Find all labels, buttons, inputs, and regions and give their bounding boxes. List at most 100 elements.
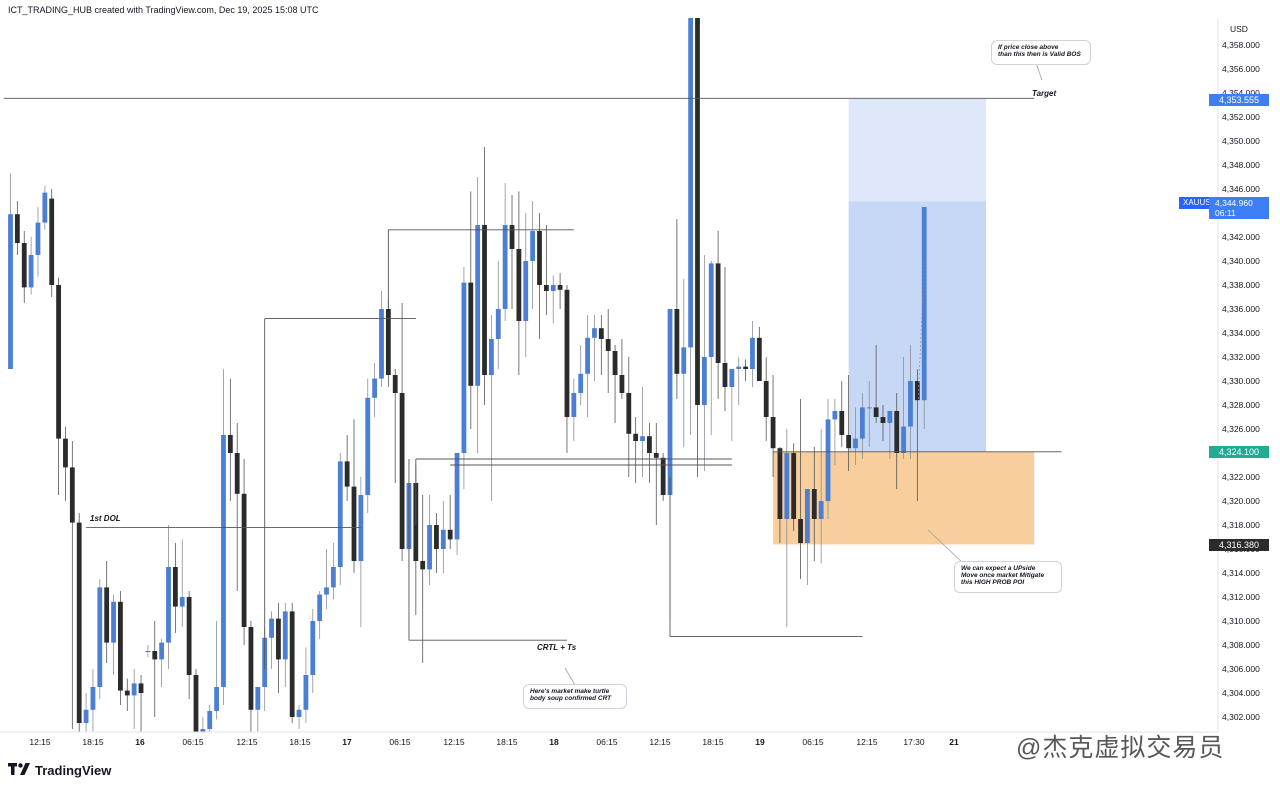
candle (832, 399, 838, 465)
price-tick-label: 4,326.000 (1222, 424, 1260, 434)
candle-body (186, 597, 192, 675)
candle (427, 495, 432, 585)
candle-body (282, 611, 288, 660)
time-tick-label: 18:15 (702, 737, 724, 747)
candle (454, 453, 460, 555)
price-tick-label: 4,310.000 (1222, 616, 1260, 626)
price-tick-label: 4,306.000 (1222, 664, 1260, 674)
candle-body (358, 495, 364, 561)
candle-body (777, 448, 783, 519)
candle (784, 429, 790, 627)
price-tick-label: 4,334.000 (1222, 328, 1260, 338)
candle (392, 369, 398, 483)
candle (873, 345, 879, 423)
candle (585, 315, 590, 417)
candle (56, 277, 61, 495)
tradingview-brand[interactable]: TradingView (8, 763, 111, 778)
candle (330, 543, 336, 600)
target-zone-rect[interactable] (848, 98, 987, 202)
candle (914, 369, 920, 501)
candle (124, 678, 130, 711)
candle-body (908, 381, 913, 427)
candle-body (303, 675, 309, 710)
candle-body (550, 285, 556, 291)
price-tick-label: 4,302.000 (1222, 712, 1260, 722)
time-tick-label: 06:15 (182, 737, 204, 747)
candle (35, 207, 41, 277)
candle-body (880, 417, 886, 423)
candle (777, 447, 783, 543)
candle (152, 621, 158, 717)
candle-body (434, 525, 439, 549)
candle (172, 543, 178, 633)
candle-body (447, 529, 453, 540)
candle (317, 591, 323, 639)
price-tick-label: 4,304.000 (1222, 688, 1260, 698)
candle (372, 363, 378, 417)
candle (839, 381, 845, 447)
candle (42, 185, 48, 230)
time-tick-label: 06:15 (389, 737, 411, 747)
price-tick-label: 4,320.000 (1222, 496, 1260, 506)
poi-note[interactable]: We can expect a UPside Move once market … (954, 561, 1062, 593)
candle-body (289, 611, 295, 717)
price-tick-label: 4,308.000 (1222, 640, 1260, 650)
bos-note[interactable]: If price close above than this then is V… (991, 40, 1091, 65)
target-label: Target (1032, 89, 1057, 98)
price-tick-label: 4,348.000 (1222, 160, 1260, 170)
candle-body (385, 309, 391, 375)
price-tick-label: 4,332.000 (1222, 352, 1260, 362)
candle-body (172, 567, 178, 607)
candle (193, 669, 199, 732)
time-tick-label: 18:15 (82, 737, 104, 747)
candle (434, 513, 439, 573)
chart-header: ICT_TRADING_HUB created with TradingView… (8, 5, 319, 15)
candle-body (612, 351, 618, 375)
candle (159, 639, 165, 687)
candle-body (633, 433, 639, 441)
time-tick-label: 12:15 (236, 737, 258, 747)
candle (90, 669, 96, 732)
candle-body (8, 214, 13, 369)
price-tick-label: 4,322.000 (1222, 472, 1260, 482)
candle-body (798, 519, 803, 543)
candle-body (97, 587, 103, 687)
time-tick-label: 06:15 (802, 737, 824, 747)
candle-body (914, 381, 920, 401)
turtle-note[interactable]: Here's market make turtle body soup conf… (523, 684, 627, 709)
candle (14, 201, 20, 255)
candle (605, 309, 611, 393)
candle (200, 717, 206, 732)
candle (186, 591, 192, 699)
candle-body (118, 601, 123, 691)
candle (104, 561, 110, 663)
candle-body (592, 328, 597, 338)
brand-name: TradingView (35, 763, 112, 778)
candle-body (138, 683, 144, 693)
candle-body (241, 493, 247, 627)
candle-body (688, 18, 694, 348)
candle (695, 18, 700, 477)
candle (564, 285, 570, 453)
candle-body (859, 407, 865, 439)
candle-body (626, 393, 632, 434)
price-tick-label: 4,346.000 (1222, 184, 1260, 194)
candle-body (104, 587, 110, 643)
candle-body (756, 337, 762, 381)
candle (653, 423, 659, 525)
candle (310, 609, 316, 693)
candle-body (111, 601, 116, 643)
candle (701, 255, 707, 471)
time-tick-label: 21 (949, 737, 959, 747)
stop-price-tag: 4,316.380 (1209, 539, 1269, 551)
tradingview-logo-icon (8, 763, 30, 778)
candle (63, 426, 68, 501)
candle-body (269, 618, 274, 638)
candle-body (695, 18, 700, 405)
candle-body (811, 489, 817, 519)
candle (475, 177, 481, 453)
candle-body (530, 231, 536, 261)
candle-body (14, 214, 20, 243)
candle (571, 378, 577, 441)
